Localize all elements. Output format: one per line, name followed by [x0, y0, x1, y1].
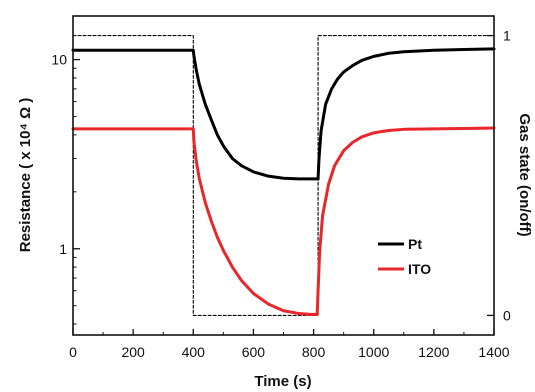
x-tick-label: 1000 [358, 344, 389, 360]
x-tick-label: 1200 [418, 344, 449, 360]
x-tick-label: 600 [242, 344, 266, 360]
x-tick-label: 200 [121, 344, 145, 360]
y2-tick-label: 0 [503, 307, 511, 323]
x-tick-label: 400 [182, 344, 206, 360]
y2-tick-label: 1 [503, 28, 511, 44]
x-tick-label: 800 [302, 344, 326, 360]
plot-layer [71, 35, 496, 316]
x-axis-title: Time (s) [254, 373, 311, 390]
legend-label-pt: Pt [408, 236, 422, 252]
ticks-layer: 0 200 400 600 800 1000 1200 1400 1 10 0 1 [51, 28, 511, 360]
series-line-pt [71, 47, 496, 181]
plot-frame [72, 15, 495, 336]
series-line-ito [71, 126, 496, 316]
y-tick-label: 1 [59, 241, 67, 257]
y-axis-title: Resistance ( x 10⁴ Ω ) [17, 98, 34, 253]
x-tick-label: 0 [69, 344, 77, 360]
legend: Pt ITO [378, 236, 431, 277]
series-line-gas-state [72, 35, 495, 316]
y2-axis-title: Gas state (on/off) [516, 113, 533, 236]
x-tick-label: 1400 [478, 344, 509, 360]
legend-label-ito: ITO [408, 261, 431, 277]
y-tick-label: 10 [51, 52, 67, 68]
